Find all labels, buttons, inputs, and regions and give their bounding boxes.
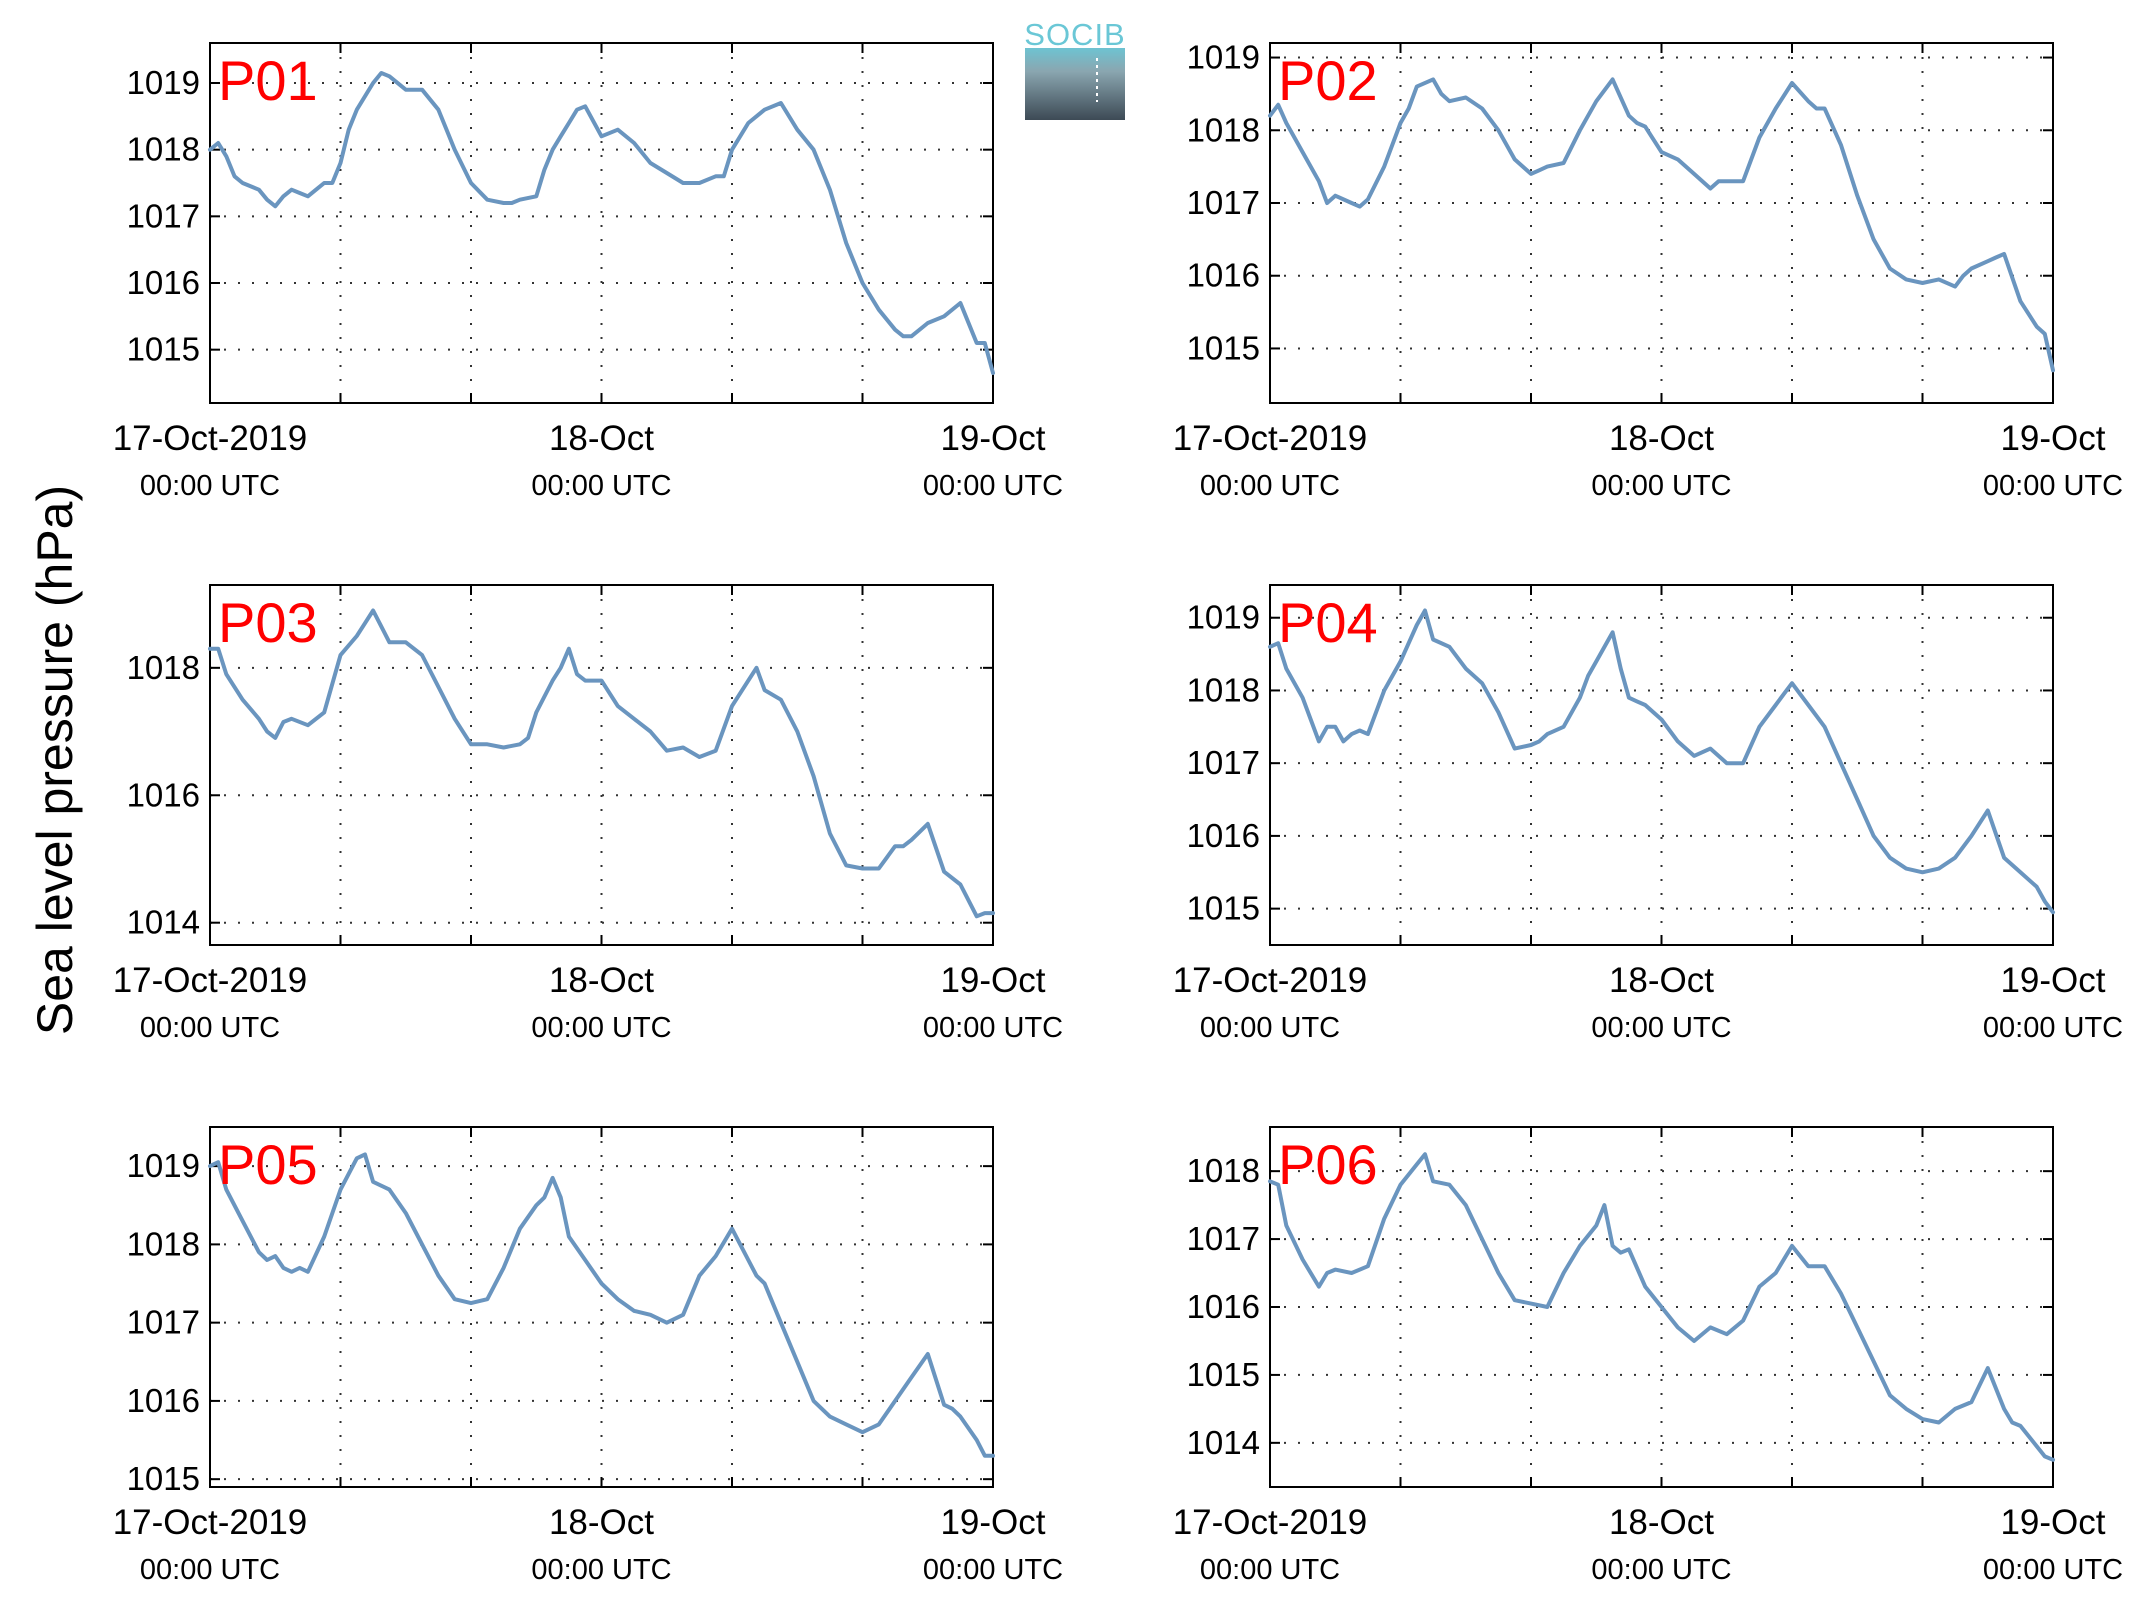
x-tick-label-date: 17-Oct-2019: [1173, 419, 1368, 458]
y-tick-label: 1018: [1187, 1152, 1260, 1189]
x-tick-label-date: 19-Oct: [940, 1503, 1045, 1542]
x-tick-label-date: 17-Oct-2019: [1173, 961, 1368, 1000]
x-tick-label-time: 00:00 UTC: [140, 1554, 280, 1586]
y-tick-label: 1016: [127, 1382, 200, 1419]
x-tick-label-date: 19-Oct: [940, 419, 1045, 458]
x-tick-label-date: 18-Oct: [1609, 1503, 1714, 1542]
panel-label: P04: [1278, 591, 1378, 654]
x-tick-label-date: 17-Oct-2019: [113, 961, 308, 1000]
x-tick-label-time: 00:00 UTC: [1591, 1012, 1731, 1044]
y-tick-label: 1016: [1187, 817, 1260, 854]
x-tick-label-date: 18-Oct: [549, 419, 654, 458]
panel-label: P01: [218, 49, 318, 112]
y-tick-label: 1017: [1187, 1220, 1260, 1257]
y-tick-label: 1018: [127, 131, 200, 168]
panel-label: P05: [218, 1133, 318, 1196]
y-tick-label: 1015: [127, 1460, 200, 1497]
x-tick-label-date: 19-Oct: [2000, 961, 2105, 1000]
x-tick-label-date: 19-Oct: [2000, 1503, 2105, 1542]
y-tick-label: 1017: [1187, 184, 1260, 221]
chart-panel-p03: 1014 1016 1018 17-Oct-2019 00:00 UTC 18-Oct 00…: [113, 584, 1063, 1044]
pressure-series-line: [208, 608, 995, 919]
x-tick-label-date: 18-Oct: [549, 1503, 654, 1542]
y-tick-label: 1019: [127, 64, 200, 101]
y-tick-label: 1018: [127, 1225, 200, 1262]
pressure-series-line: [208, 1152, 995, 1458]
x-tick-label-date: 19-Oct: [2000, 419, 2105, 458]
x-tick-label-date: 17-Oct-2019: [1173, 1503, 1368, 1542]
plot-frame: [209, 42, 994, 404]
y-tick-label: 1016: [1187, 257, 1260, 294]
y-axis-label: Sea level pressure (hPa): [27, 485, 83, 1035]
panels: 1015 1016 1017 1018 1019 17-Oct-2019 00:00 UTC…: [113, 39, 2123, 1586]
x-tick-label-date: 18-Oct: [1609, 419, 1714, 458]
x-tick-label-time: 00:00 UTC: [531, 1554, 671, 1586]
plot-frame: [1269, 42, 2054, 404]
pressure-series-line: [1268, 608, 2055, 915]
x-tick-label-time: 00:00 UTC: [1983, 1012, 2123, 1044]
y-tick-label: 1019: [127, 1147, 200, 1184]
x-tick-label-time: 00:00 UTC: [923, 1554, 1063, 1586]
x-tick-label-time: 00:00 UTC: [1200, 1554, 1340, 1586]
x-tick-label-time: 00:00 UTC: [1200, 1012, 1340, 1044]
panel-label: P03: [218, 591, 318, 654]
logo-text: SOCIB: [1024, 17, 1125, 52]
y-tick-label: 1017: [1187, 744, 1260, 781]
x-tick-label-date: 17-Oct-2019: [113, 1503, 308, 1542]
y-tick-label: 1016: [1187, 1288, 1260, 1325]
y-tick-label: 1019: [1187, 599, 1260, 636]
x-tick-label-time: 00:00 UTC: [1591, 1554, 1731, 1586]
x-tick-label-date: 18-Oct: [549, 961, 654, 1000]
y-tick-label: 1017: [127, 1304, 200, 1341]
socib-logo: SOCIB: [1024, 14, 1125, 120]
pressure-series-line: [208, 71, 995, 375]
x-tick-label-time: 00:00 UTC: [140, 1012, 280, 1044]
y-tick-label: 1014: [127, 904, 200, 941]
y-tick-label: 1017: [127, 197, 200, 234]
y-tick-label: 1016: [127, 776, 200, 813]
pressure-series-line: [1268, 1152, 2055, 1462]
plot-frame: [1269, 584, 2054, 946]
x-tick-label-time: 00:00 UTC: [1983, 1554, 2123, 1586]
x-tick-label-time: 00:00 UTC: [531, 1012, 671, 1044]
panel-label: P02: [1278, 49, 1378, 112]
chart-panel-p02: 1015 1016 1017 1018 1019 17-Oct-2019 00:00 UTC…: [1173, 39, 2123, 502]
chart-panel-p01: 1015 1016 1017 1018 1019 17-Oct-2019 00:00 UTC…: [113, 42, 1063, 502]
panel-label: P06: [1278, 1133, 1378, 1196]
x-tick-label-time: 00:00 UTC: [531, 470, 671, 502]
pressure-series-line: [1268, 77, 2055, 373]
y-tick-label: 1015: [1187, 1356, 1260, 1393]
logo-header-band: [1025, 14, 1125, 48]
x-tick-label-date: 18-Oct: [1609, 961, 1714, 1000]
x-tick-label-time: 00:00 UTC: [1200, 470, 1340, 502]
x-tick-label-time: 00:00 UTC: [1983, 470, 2123, 502]
y-tick-label: 1016: [127, 264, 200, 301]
x-tick-label-time: 00:00 UTC: [923, 470, 1063, 502]
y-tick-label: 1018: [127, 649, 200, 686]
plot-frame: [209, 1126, 994, 1488]
x-tick-label-time: 00:00 UTC: [1591, 470, 1731, 502]
plot-frame: [209, 584, 994, 946]
y-tick-label: 1015: [1187, 329, 1260, 366]
y-tick-label: 1018: [1187, 111, 1260, 148]
y-tick-label: 1015: [127, 331, 200, 368]
x-tick-label-date: 19-Oct: [940, 961, 1045, 1000]
chart-panel-p05: 1015 1016 1017 1018 1019 17-Oct-2019 00:00 UTC…: [113, 1126, 1063, 1586]
y-tick-label: 1018: [1187, 671, 1260, 708]
y-tick-label: 1019: [1187, 39, 1260, 76]
chart-panel-p06: 1014 1015 1016 1017 1018 17-Oct-2019 00:00 UTC…: [1173, 1126, 2123, 1586]
chart-panel-p04: 1015 1016 1017 1018 1019 17-Oct-2019 00:00 UTC…: [1173, 584, 2123, 1044]
y-tick-label: 1015: [1187, 890, 1260, 927]
x-tick-label-time: 00:00 UTC: [923, 1012, 1063, 1044]
logo-block: [1025, 45, 1125, 120]
x-tick-label-date: 17-Oct-2019: [113, 419, 308, 458]
y-tick-label: 1014: [1187, 1424, 1260, 1461]
x-tick-label-time: 00:00 UTC: [140, 470, 280, 502]
